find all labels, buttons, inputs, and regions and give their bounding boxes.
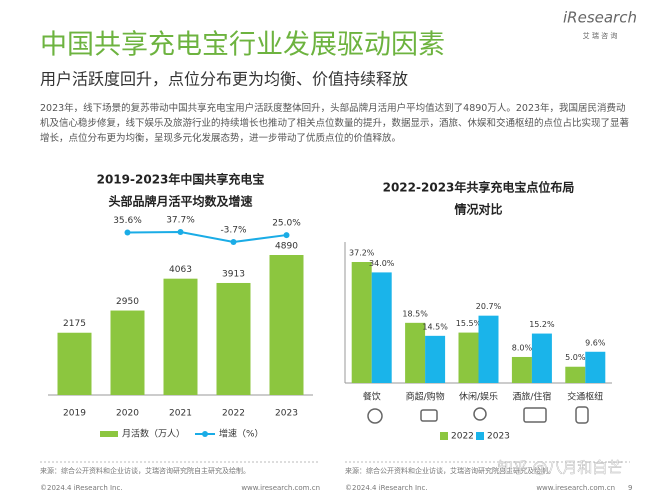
- source: 来源：综合公开资料和企业访谈，艾瑞咨询研究院自主研究及绘制。: [345, 466, 555, 475]
- value-label: 8.0%: [512, 343, 533, 352]
- paragraph: 2023年，线下场景的复苏带动中国共享充电宝用户活跃度整体回升，头部品牌月活用户…: [40, 103, 630, 144]
- bar: [351, 262, 372, 383]
- bar: [585, 351, 606, 383]
- legend-label: 增速（%）: [219, 428, 264, 440]
- chart-title: 2022-2023年共享充电宝点位布局: [383, 180, 575, 195]
- value-label: 18.5%: [402, 309, 428, 318]
- value-label: 9.6%: [585, 338, 606, 347]
- logo-sub: 艾 瑞 咨 询: [583, 31, 618, 40]
- watermark: 知乎 @八月和白芒: [498, 459, 623, 477]
- legend-label: 2023: [487, 432, 510, 442]
- value-label: 20.7%: [476, 302, 502, 311]
- title: 中国共享充电宝行业发展驱动因素: [40, 30, 445, 61]
- bar: [425, 335, 446, 383]
- legend-swatch: [440, 432, 448, 440]
- legend-swatch: [476, 432, 484, 440]
- value-label: 2950: [116, 297, 139, 307]
- legend-swatch: [100, 431, 118, 437]
- value-label: 37.7%: [166, 216, 195, 226]
- growth-point: [177, 229, 184, 235]
- x-tick-label: 商超/购物: [406, 391, 445, 403]
- legend-label: 月活数（万人）: [122, 428, 185, 440]
- bar: [531, 333, 552, 383]
- value-label: 37.2%: [349, 249, 375, 258]
- growth-point: [124, 229, 131, 236]
- bar: [57, 332, 92, 395]
- value-label: 14.5%: [422, 322, 448, 331]
- bar: [405, 322, 426, 383]
- value-label: 15.2%: [529, 320, 555, 329]
- chart-title: 2019-2023年中国共享充电宝: [97, 172, 265, 187]
- bar: [216, 282, 251, 395]
- bar: [511, 356, 532, 383]
- value-label: 25.0%: [272, 219, 301, 229]
- growth-point: [230, 239, 237, 245]
- bar: [371, 272, 392, 383]
- bar: [163, 278, 198, 395]
- value-label: 4890: [275, 242, 298, 252]
- legend-label: 2022: [451, 432, 474, 442]
- value-label: 5.0%: [565, 353, 586, 362]
- bar: [478, 315, 499, 383]
- source: 来源：综合公开资料和企业访谈，艾瑞咨询研究院自主研究及绘制。: [40, 466, 250, 475]
- value-label: 4063: [169, 265, 192, 275]
- value-label: -3.7%: [220, 226, 247, 236]
- value-label: 34.0%: [369, 259, 395, 268]
- x-tick-label: 2019: [63, 409, 86, 419]
- url: www.iresearch.com.cn: [241, 484, 320, 492]
- chart-title: 头部品牌月活平均数及增速: [108, 194, 252, 209]
- x-tick-label: 交通枢纽: [567, 391, 603, 403]
- value-label: 2175: [63, 319, 86, 329]
- value-label: 15.5%: [456, 319, 482, 328]
- x-tick-label: 2020: [116, 409, 139, 419]
- value-label: 3913: [222, 269, 245, 279]
- x-tick-label: 2023: [275, 409, 298, 419]
- x-tick-label: 2022: [222, 409, 245, 419]
- growth-line: [127, 230, 287, 244]
- growth-point: [283, 232, 290, 239]
- page-number: 9: [628, 484, 632, 492]
- legend-swatch: [202, 431, 208, 437]
- value-label: 35.6%: [113, 216, 142, 226]
- x-tick-label: 休闲/娱乐: [459, 391, 498, 403]
- bar: [458, 332, 479, 383]
- icons: [367, 406, 589, 424]
- copyright: ©2024.4 iResearch Inc.: [40, 484, 123, 492]
- copyright: ©2024.4 iResearch Inc.: [345, 484, 428, 492]
- bar: [565, 366, 586, 383]
- subtitle: 用户活跃度回升，点位分布更为均衡、价值持续释放: [40, 70, 408, 89]
- bar: [269, 255, 304, 395]
- x-tick-label: 餐饮: [363, 391, 381, 403]
- logo: iResearch: [563, 9, 637, 27]
- url: www.iresearch.com.cn: [536, 484, 615, 492]
- chart-title: 情况对比: [454, 202, 502, 217]
- x-tick-label: 2021: [169, 409, 192, 419]
- x-tick-label: 酒旅/住宿: [512, 391, 551, 403]
- bar: [110, 310, 145, 395]
